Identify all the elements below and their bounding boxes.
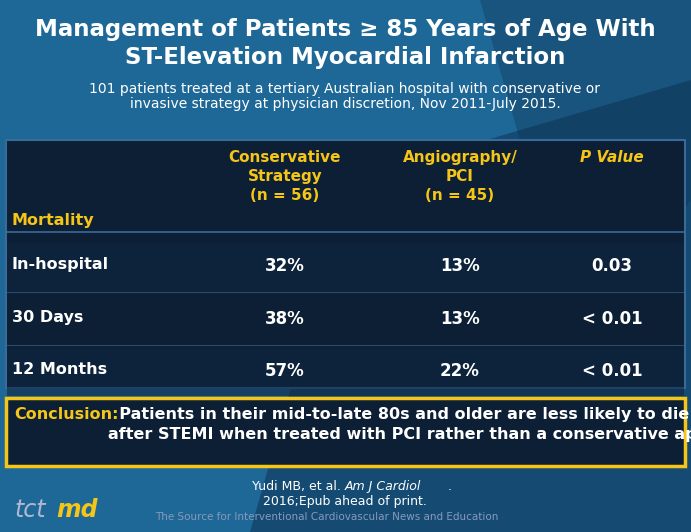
FancyBboxPatch shape bbox=[7, 348, 684, 396]
Text: 12 Months: 12 Months bbox=[12, 362, 107, 377]
Text: tct: tct bbox=[14, 498, 46, 522]
Text: Yudi MB, et al.: Yudi MB, et al. bbox=[252, 480, 345, 493]
Text: Conservative
Strategy
(n = 56): Conservative Strategy (n = 56) bbox=[229, 150, 341, 203]
Text: The Source for Interventional Cardiovascular News and Education: The Source for Interventional Cardiovasc… bbox=[155, 512, 498, 522]
Text: 22%: 22% bbox=[440, 362, 480, 380]
Text: Management of Patients ≥ 85 Years of Age With: Management of Patients ≥ 85 Years of Age… bbox=[35, 18, 655, 41]
Text: 101 patients treated at a tertiary Australian hospital with conservative or: 101 patients treated at a tertiary Austr… bbox=[90, 82, 600, 96]
FancyBboxPatch shape bbox=[7, 243, 684, 291]
Text: Conclusion:: Conclusion: bbox=[14, 407, 118, 422]
Text: < 0.01: < 0.01 bbox=[582, 310, 643, 328]
Polygon shape bbox=[250, 80, 691, 532]
Text: < 0.01: < 0.01 bbox=[582, 362, 643, 380]
Text: In-hospital: In-hospital bbox=[12, 257, 109, 272]
Text: Angiography/
PCI
(n = 45): Angiography/ PCI (n = 45) bbox=[403, 150, 518, 203]
Text: 2016;Epub ahead of print.: 2016;Epub ahead of print. bbox=[263, 495, 427, 508]
FancyBboxPatch shape bbox=[6, 140, 685, 388]
Text: 13%: 13% bbox=[440, 257, 480, 275]
Text: Mortality: Mortality bbox=[12, 213, 95, 228]
Text: 13%: 13% bbox=[440, 310, 480, 328]
Text: 32%: 32% bbox=[265, 257, 305, 275]
Polygon shape bbox=[480, 0, 691, 350]
Text: 0.03: 0.03 bbox=[591, 257, 632, 275]
FancyBboxPatch shape bbox=[7, 296, 684, 344]
Text: 30 Days: 30 Days bbox=[12, 310, 84, 325]
Text: Am J Cardiol: Am J Cardiol bbox=[345, 480, 422, 493]
FancyBboxPatch shape bbox=[6, 398, 685, 466]
Text: P Value: P Value bbox=[580, 150, 644, 165]
Text: .: . bbox=[448, 480, 452, 493]
Text: 38%: 38% bbox=[265, 310, 305, 328]
Text: md: md bbox=[56, 498, 97, 522]
Text: ST-Elevation Myocardial Infarction: ST-Elevation Myocardial Infarction bbox=[125, 46, 565, 69]
Text: Patients in their mid-to-late 80s and older are less likely to die
after STEMI w: Patients in their mid-to-late 80s and ol… bbox=[108, 407, 691, 443]
Text: 57%: 57% bbox=[265, 362, 305, 380]
Text: invasive strategy at physician discretion, Nov 2011-July 2015.: invasive strategy at physician discretio… bbox=[130, 97, 560, 111]
